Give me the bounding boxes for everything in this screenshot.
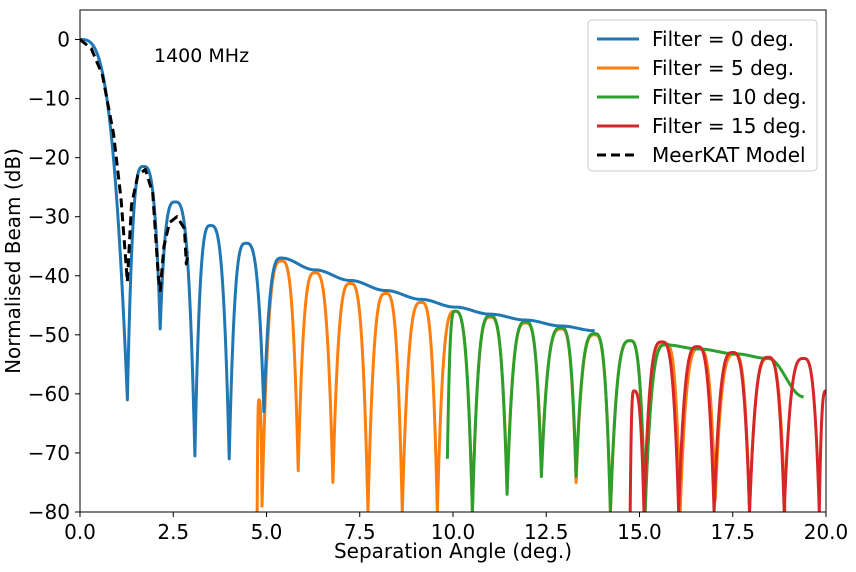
x-tick-label: 17.5: [710, 520, 755, 544]
y-tick-label: 0: [57, 28, 70, 52]
y-tick-label: −30: [28, 205, 70, 229]
x-axis-label: Separation Angle (deg.): [334, 539, 572, 563]
x-tick-label: 10.0: [431, 520, 476, 544]
legend-label-filter-15-deg: Filter = 15 deg.: [652, 114, 807, 138]
y-tick-label: −10: [28, 87, 70, 111]
x-tick-label: 5.0: [251, 520, 283, 544]
legend-box: [587, 19, 818, 172]
x-tick-label: 2.5: [157, 520, 189, 544]
series-line-filter-5-deg: [255, 259, 787, 512]
legend-label-filter-10-deg: Filter = 10 deg.: [652, 85, 807, 109]
legend-label-filter-5-deg: Filter = 5 deg.: [652, 56, 794, 80]
y-tick-label: −80: [28, 500, 70, 524]
x-tick-label: 0.0: [64, 520, 96, 544]
x-axis-ticks: 0.0 2.5 5.0 7.5 10.0 12.5 15.0 17.5 20.0: [64, 512, 848, 544]
x-tick-label: 7.5: [344, 520, 376, 544]
y-tick-label: −40: [28, 264, 70, 288]
series-layer: [80, 38, 826, 512]
legend-label-meerkat-model: MeerKAT Model: [652, 143, 806, 167]
legend-label-filter-0-deg: Filter = 0 deg.: [652, 27, 794, 51]
legend: Filter = 0 deg. Filter = 5 deg. Filter = 1…: [587, 19, 818, 172]
x-tick-label: 20.0: [804, 520, 849, 544]
y-axis-ticks: 0 −10 −20 −30 −40 −50 −60 −70 −80: [28, 28, 80, 524]
series-line-filter-10-deg: [445, 309, 804, 512]
frequency-annotation: 1400 MHz: [154, 45, 249, 67]
y-tick-label: −20: [28, 146, 70, 170]
x-tick-label: 12.5: [524, 520, 569, 544]
y-tick-label: −50: [28, 323, 70, 347]
series-line-filter-15-deg: [628, 340, 826, 512]
y-tick-label: −60: [28, 382, 70, 406]
x-tick-label: 15.0: [617, 520, 662, 544]
y-axis-label: Normalised Beam (dB): [1, 148, 25, 374]
y-tick-label: −70: [28, 441, 70, 465]
series-line-meerkat-model: [80, 38, 190, 293]
